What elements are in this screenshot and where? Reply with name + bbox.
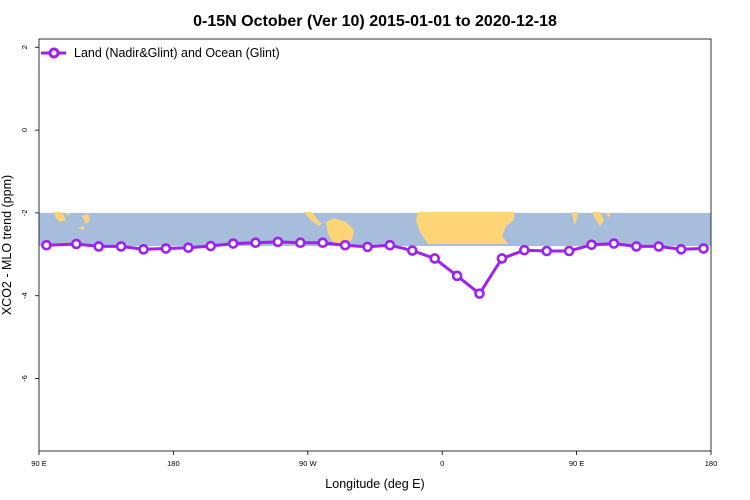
x-axis: 90 E 180 90 W 0 90 E 180 (31, 451, 717, 468)
data-point (563, 245, 575, 257)
plot-frame (38, 38, 712, 452)
data-point (698, 243, 709, 254)
data-point (519, 244, 530, 256)
data-point (451, 270, 463, 282)
map-band-land (54, 212, 610, 244)
data-point (384, 239, 396, 251)
x-tick-label: 90 E (31, 459, 46, 468)
chart-title: 0-15N October (Ver 10) 2015-01-01 to 202… (193, 13, 557, 30)
land-africa (416, 212, 514, 244)
land-se-asia (592, 212, 610, 226)
land-asia-left (54, 212, 70, 222)
data-point (93, 241, 105, 252)
data-point (317, 237, 329, 249)
data-point (160, 243, 172, 254)
data-point (138, 244, 149, 255)
land-south-america (326, 218, 354, 244)
map-band (39, 212, 711, 247)
y-tick-label: -4 (20, 292, 29, 299)
data-point (541, 245, 553, 257)
y-axis: 2 0 -2 -4 -6 (20, 45, 39, 382)
land-central-america (304, 212, 322, 226)
x-tick-label: 90 E (569, 459, 584, 468)
series-layer (41, 236, 709, 299)
data-point (205, 240, 217, 252)
x-tick-label: 0 (440, 459, 444, 468)
data-point (407, 245, 418, 256)
data-point (496, 253, 508, 264)
land-india (572, 212, 578, 224)
x-tick-label: 90 W (299, 459, 317, 468)
x-axis-title: Longitude (deg E) (325, 477, 424, 491)
y-tick-label: 0 (20, 128, 29, 132)
legend-label: Land (Nadir&Glint) and Ocean (Glint) (74, 46, 280, 60)
legend-swatch-marker (48, 47, 60, 59)
data-point (295, 237, 306, 249)
legend: Land (Nadir&Glint) and Ocean (Glint) (41, 46, 280, 60)
data-point (675, 244, 687, 255)
y-tick-label: -6 (20, 375, 29, 382)
data-point (653, 241, 665, 252)
data-point (227, 238, 239, 249)
y-axis-title: XCO2 - MLO trend (ppm) (0, 175, 14, 315)
y-tick-label: -2 (20, 210, 29, 217)
data-point (250, 237, 261, 249)
data-point (41, 239, 52, 251)
data-point (115, 241, 127, 252)
y-tick-label: 2 (20, 45, 29, 49)
data-point (71, 238, 82, 250)
data-point (362, 241, 373, 253)
data-point (272, 236, 284, 248)
data-point (586, 239, 597, 251)
data-point (183, 242, 194, 253)
data-point (608, 238, 620, 249)
data-point (339, 239, 351, 251)
data-point (631, 241, 642, 252)
land-indonesia-left (78, 214, 90, 230)
x-tick-label: 180 (705, 459, 718, 468)
data-point (429, 253, 441, 264)
data-point (474, 288, 485, 299)
x-tick-label: 180 (167, 459, 180, 468)
